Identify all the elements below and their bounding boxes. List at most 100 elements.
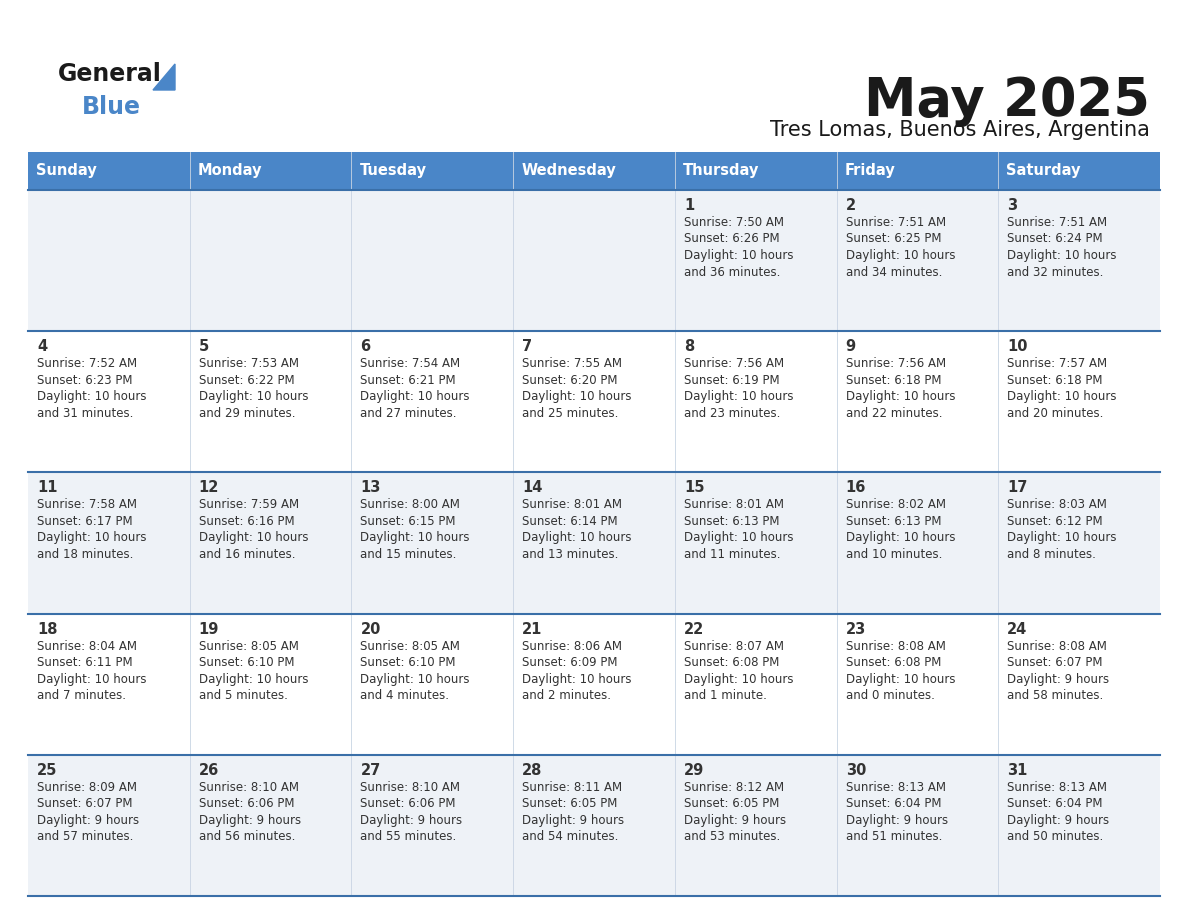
Text: Tres Lomas, Buenos Aires, Argentina: Tres Lomas, Buenos Aires, Argentina [770,120,1150,140]
Text: 6: 6 [360,339,371,354]
Text: and 54 minutes.: and 54 minutes. [523,830,619,844]
Text: Sunset: 6:04 PM: Sunset: 6:04 PM [846,798,941,811]
Text: Daylight: 10 hours: Daylight: 10 hours [523,532,632,544]
Text: General: General [58,62,162,86]
Text: and 56 minutes.: and 56 minutes. [198,830,295,844]
Text: and 34 minutes.: and 34 minutes. [846,265,942,278]
Text: Daylight: 10 hours: Daylight: 10 hours [198,532,308,544]
Text: Daylight: 10 hours: Daylight: 10 hours [360,532,470,544]
Text: 25: 25 [37,763,57,778]
Text: Sunset: 6:22 PM: Sunset: 6:22 PM [198,374,295,386]
Bar [352,152,513,190]
Text: Daylight: 10 hours: Daylight: 10 hours [846,249,955,262]
Text: Sunrise: 7:52 AM: Sunrise: 7:52 AM [37,357,137,370]
Text: and 11 minutes.: and 11 minutes. [684,548,781,561]
Text: and 57 minutes.: and 57 minutes. [37,830,133,844]
Text: Sunrise: 8:07 AM: Sunrise: 8:07 AM [684,640,784,653]
Text: Sunrise: 7:56 AM: Sunrise: 7:56 AM [684,357,784,370]
Text: Sunset: 6:14 PM: Sunset: 6:14 PM [523,515,618,528]
Text: Sunset: 6:17 PM: Sunset: 6:17 PM [37,515,133,528]
Text: Daylight: 10 hours: Daylight: 10 hours [1007,532,1117,544]
Text: 20: 20 [360,621,381,636]
Text: Sunrise: 7:55 AM: Sunrise: 7:55 AM [523,357,623,370]
Text: Daylight: 10 hours: Daylight: 10 hours [523,673,632,686]
Text: Sunrise: 8:01 AM: Sunrise: 8:01 AM [523,498,623,511]
Text: Sunrise: 7:51 AM: Sunrise: 7:51 AM [1007,216,1107,229]
Text: Friday: Friday [845,163,896,178]
Text: 16: 16 [846,480,866,496]
Text: Daylight: 10 hours: Daylight: 10 hours [684,249,794,262]
Text: Daylight: 10 hours: Daylight: 10 hours [37,532,146,544]
Text: Thursday: Thursday [683,163,759,178]
Text: Sunset: 6:15 PM: Sunset: 6:15 PM [360,515,456,528]
Text: and 20 minutes.: and 20 minutes. [1007,407,1104,420]
Text: Sunrise: 7:51 AM: Sunrise: 7:51 AM [846,216,946,229]
Text: Sunrise: 7:57 AM: Sunrise: 7:57 AM [1007,357,1107,370]
Text: 10: 10 [1007,339,1028,354]
Text: Daylight: 10 hours: Daylight: 10 hours [1007,249,1117,262]
Text: 5: 5 [198,339,209,354]
Text: and 23 minutes.: and 23 minutes. [684,407,781,420]
Text: 13: 13 [360,480,381,496]
Text: and 13 minutes.: and 13 minutes. [523,548,619,561]
Text: and 10 minutes.: and 10 minutes. [846,548,942,561]
Text: Daylight: 10 hours: Daylight: 10 hours [523,390,632,403]
Text: Sunset: 6:10 PM: Sunset: 6:10 PM [360,656,456,669]
Text: Sunset: 6:08 PM: Sunset: 6:08 PM [684,656,779,669]
Text: Sunset: 6:18 PM: Sunset: 6:18 PM [1007,374,1102,386]
Text: Blue: Blue [82,95,141,119]
Text: Daylight: 10 hours: Daylight: 10 hours [846,390,955,403]
Bar [29,755,1159,896]
Text: Sunrise: 7:59 AM: Sunrise: 7:59 AM [198,498,299,511]
Text: Sunrise: 8:02 AM: Sunrise: 8:02 AM [846,498,946,511]
Text: Daylight: 10 hours: Daylight: 10 hours [846,532,955,544]
Text: Daylight: 9 hours: Daylight: 9 hours [37,813,139,827]
Text: 15: 15 [684,480,704,496]
Text: and 1 minute.: and 1 minute. [684,689,766,702]
Text: Sunset: 6:19 PM: Sunset: 6:19 PM [684,374,779,386]
Text: Daylight: 9 hours: Daylight: 9 hours [1007,673,1110,686]
Bar [998,152,1159,190]
Text: Sunrise: 8:00 AM: Sunrise: 8:00 AM [360,498,460,511]
Text: and 18 minutes.: and 18 minutes. [37,548,133,561]
Text: Sunset: 6:06 PM: Sunset: 6:06 PM [360,798,456,811]
Text: 17: 17 [1007,480,1028,496]
Text: Daylight: 9 hours: Daylight: 9 hours [846,813,948,827]
Text: 22: 22 [684,621,704,636]
Text: Daylight: 10 hours: Daylight: 10 hours [846,673,955,686]
Text: 2: 2 [846,198,855,213]
Text: Sunset: 6:13 PM: Sunset: 6:13 PM [684,515,779,528]
Text: Sunrise: 8:11 AM: Sunrise: 8:11 AM [523,781,623,794]
Text: Sunset: 6:04 PM: Sunset: 6:04 PM [1007,798,1102,811]
Text: and 50 minutes.: and 50 minutes. [1007,830,1104,844]
Text: Daylight: 10 hours: Daylight: 10 hours [198,390,308,403]
Text: Sunrise: 8:13 AM: Sunrise: 8:13 AM [846,781,946,794]
Text: 24: 24 [1007,621,1028,636]
Text: Saturday: Saturday [1006,163,1081,178]
Text: and 2 minutes.: and 2 minutes. [523,689,611,702]
Text: Sunday: Sunday [36,163,96,178]
Text: Daylight: 10 hours: Daylight: 10 hours [684,390,794,403]
Text: and 15 minutes.: and 15 minutes. [360,548,457,561]
Text: Sunrise: 8:05 AM: Sunrise: 8:05 AM [360,640,460,653]
Text: 12: 12 [198,480,219,496]
Text: Sunset: 6:18 PM: Sunset: 6:18 PM [846,374,941,386]
Text: Sunset: 6:16 PM: Sunset: 6:16 PM [198,515,295,528]
Text: 21: 21 [523,621,543,636]
Text: Sunrise: 8:12 AM: Sunrise: 8:12 AM [684,781,784,794]
Text: Sunrise: 8:03 AM: Sunrise: 8:03 AM [1007,498,1107,511]
Text: Sunrise: 7:50 AM: Sunrise: 7:50 AM [684,216,784,229]
Text: and 4 minutes.: and 4 minutes. [360,689,449,702]
Bar [29,473,1159,613]
Text: Sunrise: 8:08 AM: Sunrise: 8:08 AM [846,640,946,653]
Text: Daylight: 10 hours: Daylight: 10 hours [37,390,146,403]
Text: 3: 3 [1007,198,1017,213]
Bar [29,613,1159,755]
Text: Daylight: 9 hours: Daylight: 9 hours [523,813,624,827]
Text: Daylight: 9 hours: Daylight: 9 hours [360,813,462,827]
Text: 19: 19 [198,621,219,636]
Text: Sunrise: 8:04 AM: Sunrise: 8:04 AM [37,640,137,653]
Text: Sunrise: 7:54 AM: Sunrise: 7:54 AM [360,357,461,370]
Text: 14: 14 [523,480,543,496]
Text: May 2025: May 2025 [864,75,1150,127]
